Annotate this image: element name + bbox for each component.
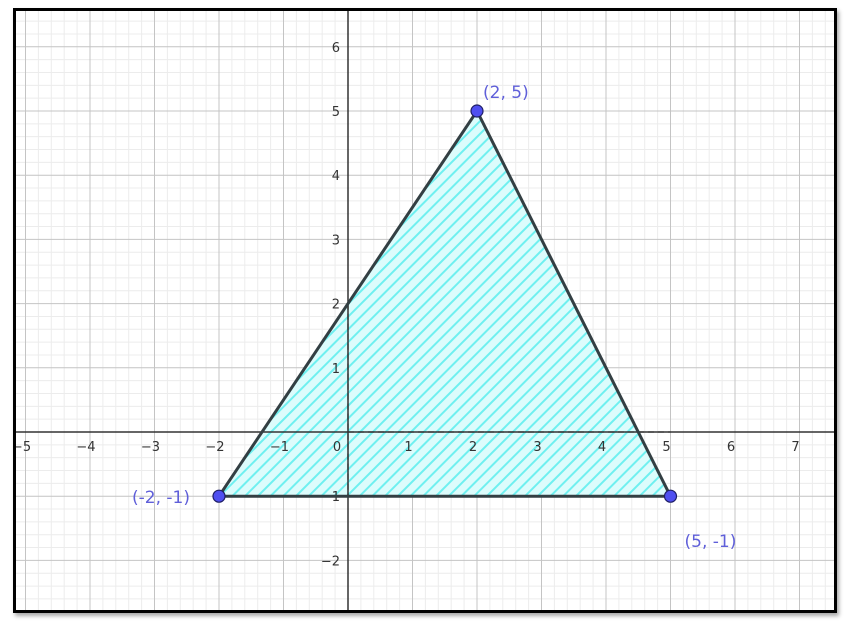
x-tick-label: 5 bbox=[662, 440, 670, 455]
x-tick-label: 6 bbox=[727, 440, 735, 455]
axes-layer bbox=[16, 11, 834, 610]
x-tick-label: 2 bbox=[469, 440, 477, 455]
triangle-vertices: (-2, -1) (2, 5) (5, -1) bbox=[132, 83, 736, 552]
y-tick-label: 2 bbox=[332, 298, 340, 313]
y-tick-label: 1 bbox=[332, 362, 340, 377]
y-tick-label: −2 bbox=[321, 554, 340, 569]
x-tick-label: 3 bbox=[533, 440, 541, 455]
vertex-point bbox=[663, 489, 678, 503]
triangle-edges bbox=[217, 109, 672, 498]
y-tick-label: 6 bbox=[332, 41, 340, 56]
x-tick-label: −5 bbox=[16, 440, 31, 455]
triangle-edge bbox=[217, 109, 479, 498]
vertex-point bbox=[212, 489, 226, 503]
guide-lines bbox=[347, 303, 671, 497]
y-tick-label: 4 bbox=[332, 169, 340, 184]
triangle-fill bbox=[219, 111, 671, 497]
vertex-point bbox=[470, 104, 484, 118]
vertex-label: (5, -1) bbox=[685, 532, 737, 552]
x-tick-label: 4 bbox=[598, 440, 606, 455]
x-tick-label: 7 bbox=[791, 440, 799, 455]
x-tick-label: −2 bbox=[205, 440, 224, 455]
y-tick-label: 3 bbox=[332, 233, 340, 248]
x-tick-label: −1 bbox=[270, 440, 289, 455]
vertex-label: (-2, -1) bbox=[132, 488, 190, 508]
x-tick-label: 1 bbox=[404, 440, 412, 455]
y-tick-label: 5 bbox=[332, 105, 340, 120]
vertex-label: (2, 5) bbox=[483, 83, 529, 103]
triangle-fill-layer bbox=[219, 111, 671, 497]
x-tick-label: −3 bbox=[141, 440, 160, 455]
x-tick-label: −4 bbox=[76, 440, 95, 455]
x-tick-label: 0 bbox=[333, 440, 341, 455]
triangle-edge bbox=[475, 109, 672, 498]
